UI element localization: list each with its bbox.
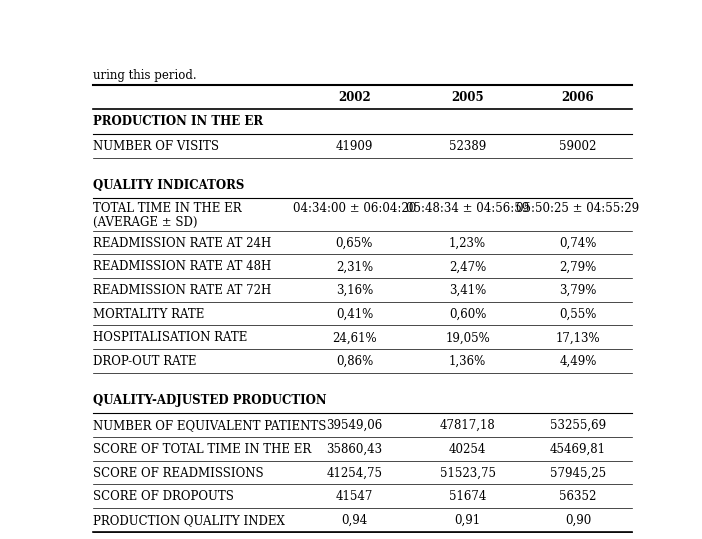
Text: READMISSION RATE AT 24H: READMISSION RATE AT 24H — [93, 237, 272, 250]
Text: 1,36%: 1,36% — [449, 355, 486, 368]
Text: 51523,75: 51523,75 — [439, 467, 496, 480]
Text: 1,23%: 1,23% — [449, 237, 486, 250]
Text: uring this period.: uring this period. — [93, 68, 197, 81]
Text: 51674: 51674 — [449, 490, 486, 503]
Text: (AVERAGE ± SD): (AVERAGE ± SD) — [93, 216, 198, 229]
Text: PRODUCTION IN THE ER: PRODUCTION IN THE ER — [93, 115, 263, 128]
Text: 2,31%: 2,31% — [336, 260, 373, 273]
Text: READMISSION RATE AT 72H: READMISSION RATE AT 72H — [93, 284, 272, 297]
Text: 2005: 2005 — [451, 91, 484, 103]
Text: 0,55%: 0,55% — [559, 308, 597, 321]
Text: 0,94: 0,94 — [341, 514, 368, 527]
Text: QUALITY-ADJUSTED PRODUCTION: QUALITY-ADJUSTED PRODUCTION — [93, 394, 327, 407]
Text: 56352: 56352 — [559, 490, 597, 503]
Text: 3,41%: 3,41% — [449, 284, 486, 297]
Text: 57945,25: 57945,25 — [550, 467, 606, 480]
Text: NUMBER OF EQUIVALENT PATIENTS: NUMBER OF EQUIVALENT PATIENTS — [93, 419, 326, 432]
Text: SCORE OF READMISSIONS: SCORE OF READMISSIONS — [93, 467, 264, 480]
Text: 2002: 2002 — [338, 91, 371, 103]
Text: 45469,81: 45469,81 — [550, 443, 606, 456]
Text: READMISSION RATE AT 48H: READMISSION RATE AT 48H — [93, 260, 272, 273]
Text: 53255,69: 53255,69 — [550, 419, 606, 432]
Text: 0,91: 0,91 — [454, 514, 481, 527]
Text: 41547: 41547 — [336, 490, 373, 503]
Text: 17,13%: 17,13% — [555, 331, 600, 344]
Text: NUMBER OF VISITS: NUMBER OF VISITS — [93, 140, 219, 153]
Text: PRODUCTION QUALITY INDEX: PRODUCTION QUALITY INDEX — [93, 514, 285, 527]
Text: 41909: 41909 — [336, 140, 373, 153]
Text: 0,86%: 0,86% — [336, 355, 373, 368]
Text: DROP-OUT RATE: DROP-OUT RATE — [93, 355, 197, 368]
Text: 2,79%: 2,79% — [559, 260, 597, 273]
Text: 3,79%: 3,79% — [559, 284, 597, 297]
Text: 0,90: 0,90 — [565, 514, 591, 527]
Text: TOTAL TIME IN THE ER: TOTAL TIME IN THE ER — [93, 202, 241, 215]
Text: 47817,18: 47817,18 — [439, 419, 496, 432]
Text: 0,60%: 0,60% — [449, 308, 486, 321]
Text: 05:48:34 ± 04:56:59: 05:48:34 ± 04:56:59 — [406, 202, 529, 215]
Text: 2,47%: 2,47% — [449, 260, 486, 273]
Text: 2006: 2006 — [562, 91, 595, 103]
Text: 40254: 40254 — [449, 443, 486, 456]
Text: QUALITY INDICATORS: QUALITY INDICATORS — [93, 179, 244, 192]
Text: 05:50:25 ± 04:55:29: 05:50:25 ± 04:55:29 — [517, 202, 640, 215]
Text: 59002: 59002 — [559, 140, 597, 153]
Text: 24,61%: 24,61% — [332, 331, 377, 344]
Text: 19,05%: 19,05% — [445, 331, 490, 344]
Text: SCORE OF TOTAL TIME IN THE ER: SCORE OF TOTAL TIME IN THE ER — [93, 443, 312, 456]
Text: 41254,75: 41254,75 — [326, 467, 383, 480]
Text: 0,74%: 0,74% — [559, 237, 597, 250]
Text: 52389: 52389 — [449, 140, 486, 153]
Text: 4,49%: 4,49% — [559, 355, 597, 368]
Text: 0,65%: 0,65% — [336, 237, 373, 250]
Text: HOSPITALISATION RATE: HOSPITALISATION RATE — [93, 331, 248, 344]
Text: 39549,06: 39549,06 — [326, 419, 383, 432]
Text: 3,16%: 3,16% — [336, 284, 373, 297]
Text: MORTALITY RATE: MORTALITY RATE — [93, 308, 204, 321]
Text: 35860,43: 35860,43 — [326, 443, 383, 456]
Text: 0,41%: 0,41% — [336, 308, 373, 321]
Text: 04:34:00 ± 06:04:20: 04:34:00 ± 06:04:20 — [293, 202, 416, 215]
Text: SCORE OF DROPOUTS: SCORE OF DROPOUTS — [93, 490, 234, 503]
